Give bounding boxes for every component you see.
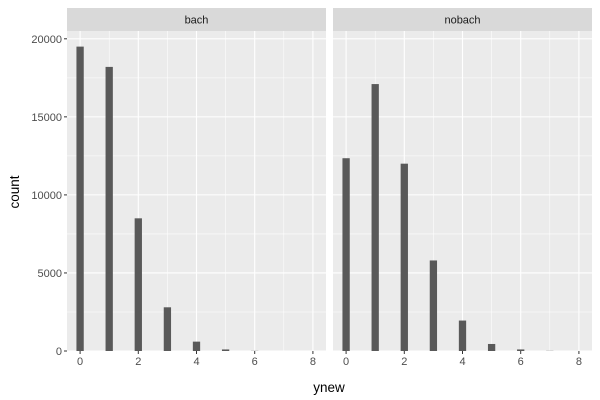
x-tick-label: 2 <box>135 356 141 368</box>
bar-bach-5 <box>221 349 230 351</box>
bar-nobach-2 <box>400 163 408 351</box>
y-tick-label: 0 <box>56 346 62 358</box>
facet-strip-label: nobach <box>444 15 480 27</box>
x-tick-label: 2 <box>401 356 407 368</box>
bar-nobach-0 <box>342 158 350 351</box>
facet-strip-background <box>67 8 326 31</box>
bar-bach-1 <box>105 66 113 351</box>
facet-panel-nobach: nobach <box>333 8 592 352</box>
x-axis: 0 2 4 6 8 0 2 4 6 8 <box>77 351 582 368</box>
bar-nobach-6 <box>517 349 525 351</box>
facet-strip-label: bach <box>185 15 209 27</box>
x-axis-title: ynew <box>313 380 345 395</box>
bar-bach-0 <box>76 46 84 352</box>
x-tick-label: 6 <box>518 356 524 368</box>
x-tick-label: 6 <box>252 356 258 368</box>
y-tick-label: 10000 <box>31 190 62 202</box>
x-tick-label: 8 <box>310 356 316 368</box>
facet-panel-bach: bach <box>67 8 326 352</box>
bar-nobach-1 <box>371 84 379 351</box>
y-tick-label: 5000 <box>38 268 62 280</box>
facet-strip-background <box>333 8 592 31</box>
bar-nobach-5 <box>487 343 496 351</box>
panels-layer: bach nobach <box>67 8 592 352</box>
bar-nobach-4 <box>458 320 467 351</box>
bar-bach-2 <box>134 218 142 351</box>
y-tick-label: 20000 <box>31 34 62 46</box>
y-axis: 0 5000 10000 15000 20000 <box>31 34 67 358</box>
x-tick-label: 4 <box>459 356 465 368</box>
x-tick-label: 4 <box>193 356 199 368</box>
x-tick-label: 0 <box>77 356 83 368</box>
x-tick-label: 8 <box>576 356 582 368</box>
bar-bach-4 <box>192 341 201 351</box>
y-axis-title: count <box>7 175 22 208</box>
y-tick-label: 15000 <box>31 112 62 124</box>
bar-nobach-3 <box>429 260 438 351</box>
x-tick-label: 0 <box>343 356 349 368</box>
bar-bach-3 <box>163 307 172 351</box>
